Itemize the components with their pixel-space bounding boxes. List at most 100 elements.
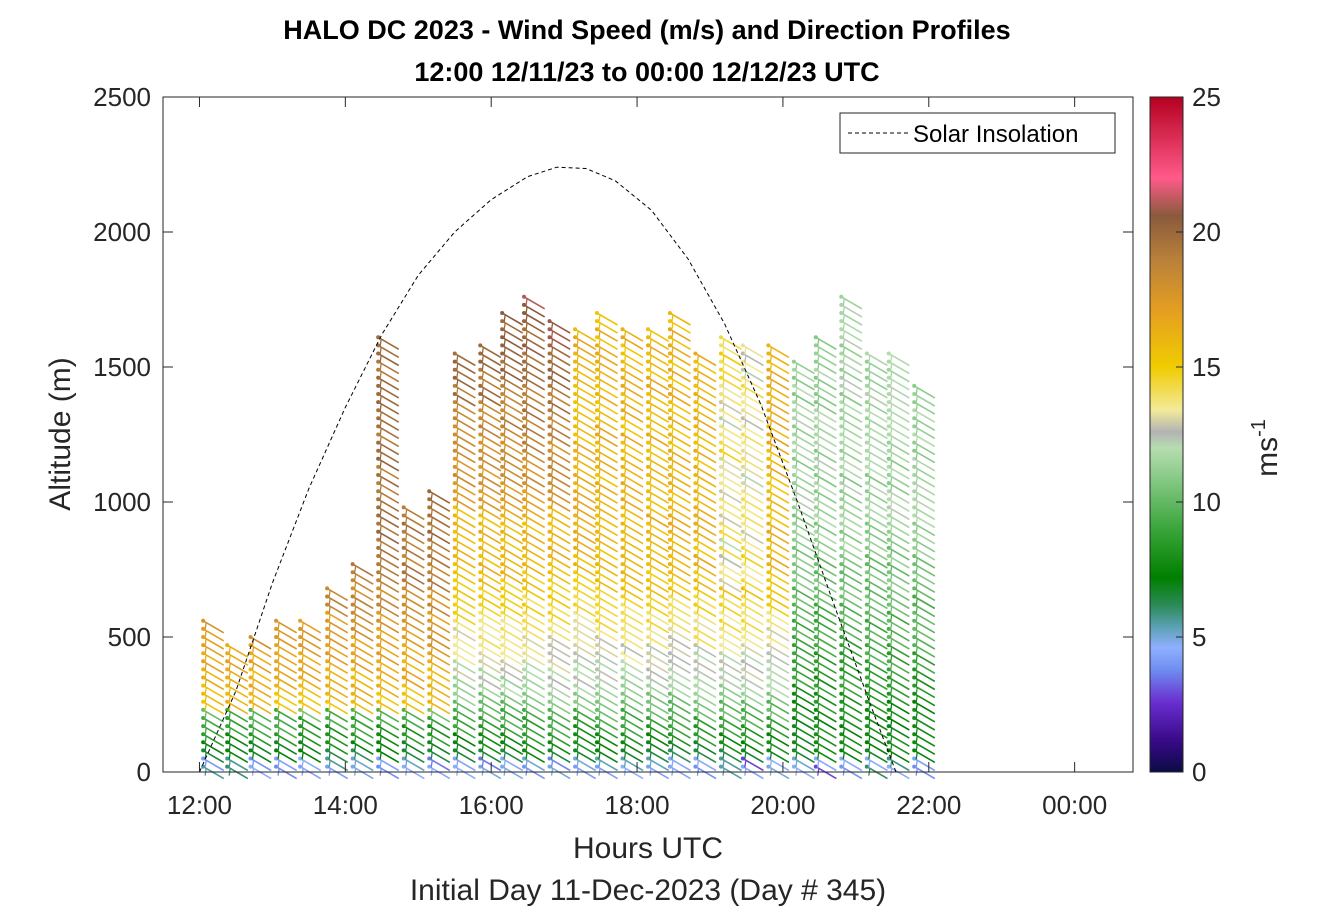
wind-barb xyxy=(767,603,790,618)
wind-barb xyxy=(403,684,425,699)
wind-barb-feather xyxy=(301,744,304,752)
wind-barb xyxy=(840,466,863,480)
wind-barb xyxy=(549,441,571,456)
wind-barb xyxy=(377,385,400,399)
wind-barb xyxy=(299,733,322,747)
wind-barb-feather xyxy=(795,460,798,468)
wind-barb xyxy=(523,433,546,448)
wind-barb-point xyxy=(573,383,578,388)
wind-barb-point xyxy=(646,610,650,615)
wind-barb-point xyxy=(693,732,698,737)
wind-barb xyxy=(377,344,400,359)
wind-barb-point xyxy=(298,740,303,745)
wind-barb xyxy=(695,522,717,537)
wind-barb xyxy=(888,587,910,602)
wind-barb-feather xyxy=(623,622,627,630)
wind-barb xyxy=(501,344,524,359)
wind-barb-feather xyxy=(744,566,747,574)
wind-barb-point xyxy=(452,586,457,591)
wind-barb xyxy=(913,393,936,407)
wind-barb-feather xyxy=(576,557,579,566)
wind-barb xyxy=(695,450,717,464)
wind-barb-point xyxy=(620,651,625,656)
wind-barb-feather xyxy=(722,655,725,663)
wind-barb-point xyxy=(522,473,527,477)
wind-barb xyxy=(479,563,502,577)
wind-barb-feather xyxy=(795,630,798,638)
wind-barb-feather xyxy=(430,728,433,736)
wind-barb xyxy=(549,612,571,626)
wind-barb xyxy=(250,668,272,683)
wind-barb xyxy=(815,547,837,561)
wind-barb-point xyxy=(573,764,578,769)
wind-barb-point xyxy=(522,335,527,340)
wind-barb-point xyxy=(813,343,818,348)
wind-barb-point xyxy=(547,383,552,388)
wind-barb-point xyxy=(274,667,279,672)
wind-barb-feather xyxy=(379,468,382,476)
wind-barb-feather xyxy=(915,598,918,606)
wind-barb-feather xyxy=(915,566,918,574)
wind-barb-point xyxy=(500,618,505,623)
wind-barb-point xyxy=(646,626,650,631)
wind-barb-feather xyxy=(550,404,554,412)
wind-barb xyxy=(428,547,451,561)
wind-barb-feather xyxy=(842,314,845,323)
wind-barb xyxy=(523,466,546,480)
wind-barb-feather xyxy=(576,355,579,363)
wind-barb xyxy=(647,385,670,399)
wind-barb-point xyxy=(500,651,505,656)
wind-barb-feather xyxy=(722,501,725,509)
wind-barb-feather xyxy=(671,379,674,387)
wind-barb-point xyxy=(718,392,723,396)
wind-barb-point xyxy=(478,740,483,745)
wind-barb xyxy=(501,369,524,383)
wind-barb xyxy=(742,579,764,593)
wind-barb xyxy=(695,433,717,448)
wind-barb-feather xyxy=(576,347,579,355)
wind-barb xyxy=(428,693,451,707)
wind-barb-point xyxy=(376,748,381,753)
wind-barb xyxy=(720,563,742,577)
wind-barb xyxy=(428,741,451,755)
wind-barb xyxy=(815,409,837,423)
wind-barb-point xyxy=(766,392,771,396)
wind-barb-feather xyxy=(795,663,798,671)
wind-barb xyxy=(479,352,502,367)
wind-barb-feather xyxy=(456,606,459,614)
wind-barb xyxy=(454,701,476,715)
wind-barb-point xyxy=(646,521,650,526)
wind-barb-feather xyxy=(525,525,528,533)
wind-barb-feather xyxy=(722,379,725,387)
wind-barb xyxy=(479,603,502,618)
wind-barb xyxy=(720,547,742,561)
wind-barb-point xyxy=(791,359,796,364)
wind-barb-feather xyxy=(623,687,627,695)
wind-barb-feather xyxy=(598,420,601,428)
wind-barb-feather xyxy=(481,485,484,493)
wind-barb-feather xyxy=(842,719,845,728)
wind-barb xyxy=(479,555,502,569)
wind-barb-point xyxy=(452,545,457,550)
wind-barb-point xyxy=(201,667,206,672)
wind-barb-feather xyxy=(696,630,700,638)
wind-barb-point xyxy=(791,424,796,429)
wind-barb-feather xyxy=(481,412,484,420)
wind-barb-feather xyxy=(671,606,674,614)
wind-barb xyxy=(866,385,888,399)
wind-barb-point xyxy=(740,764,745,769)
wind-barb-point xyxy=(573,716,578,720)
wind-barb xyxy=(299,701,322,715)
wind-barb-feather xyxy=(795,614,798,622)
wind-barb-feather xyxy=(696,728,700,736)
wind-barb-point xyxy=(547,716,552,720)
wind-barb-point xyxy=(547,562,552,567)
wind-barb-point xyxy=(620,400,625,405)
wind-barb-point xyxy=(478,764,483,769)
wind-barb-feather xyxy=(430,663,433,671)
wind-barb-feather xyxy=(890,549,893,557)
wind-barb xyxy=(202,684,225,699)
wind-barb-feather xyxy=(795,436,798,444)
wind-barb-feather xyxy=(525,549,528,557)
wind-barb-point xyxy=(248,635,253,639)
